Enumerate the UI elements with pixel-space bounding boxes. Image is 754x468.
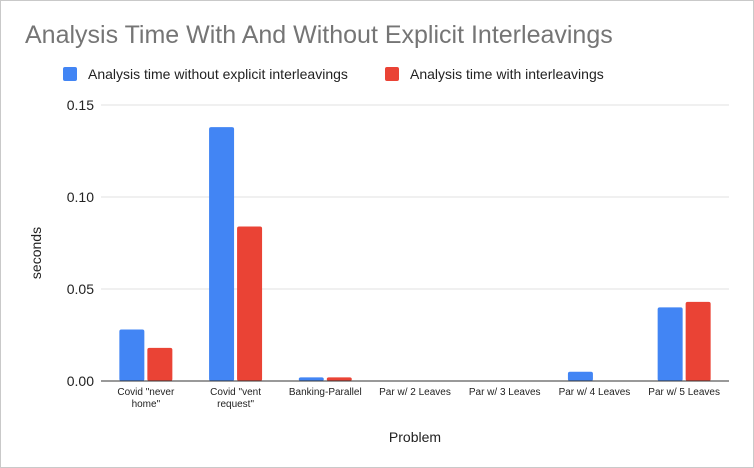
chart-title: Analysis Time With And Without Explicit … [25, 21, 613, 49]
bar-without-interleavings[interactable] [209, 127, 235, 381]
x-category-label: Banking-Parallel [289, 387, 362, 398]
bar-without-interleavings[interactable] [657, 307, 683, 381]
x-axis-title: Problem [389, 429, 441, 445]
legend-label-without-interleavings: Analysis time without explicit interleav… [88, 66, 348, 82]
bar-without-interleavings[interactable] [119, 329, 145, 381]
x-category-label: Par w/ 2 Leaves [379, 387, 451, 398]
y-tick-label: 0.00 [67, 373, 94, 389]
x-category-label: Par w/ 3 Leaves [469, 387, 541, 398]
legend-label-with-interleavings: Analysis time with interleavings [410, 66, 604, 82]
legend-item-without-interleavings[interactable]: Analysis time without explicit interleav… [63, 63, 348, 85]
bar-without-interleavings[interactable] [567, 371, 593, 381]
x-category-label: request" [217, 399, 254, 410]
bar-with-interleavings[interactable] [147, 347, 173, 381]
x-category-label: Par w/ 5 Leaves [648, 387, 720, 398]
y-tick-label: 0.10 [67, 189, 94, 205]
bar-with-interleavings[interactable] [237, 226, 263, 381]
x-category-label: Par w/ 4 Leaves [559, 387, 631, 398]
x-category-label: Covid "vent [210, 387, 261, 398]
y-tick-label: 0.05 [67, 281, 94, 297]
gridlines [101, 104, 729, 290]
bar-with-interleavings[interactable] [685, 301, 711, 381]
x-category-label: Covid "never [117, 387, 175, 398]
x-category-label: home" [132, 399, 161, 410]
bars [119, 127, 711, 381]
legend-item-with-interleavings[interactable]: Analysis time with interleavings [385, 63, 604, 85]
y-tick-labels: 0.00 0.05 0.10 0.15 [67, 97, 94, 389]
bar-with-interleavings[interactable] [326, 377, 352, 381]
legend-swatch-without-interleavings [63, 67, 77, 81]
bar-without-interleavings[interactable] [298, 377, 324, 381]
y-tick-label: 0.15 [67, 97, 94, 113]
y-axis-title: seconds [28, 227, 44, 279]
legend-swatch-with-interleavings [385, 67, 399, 81]
